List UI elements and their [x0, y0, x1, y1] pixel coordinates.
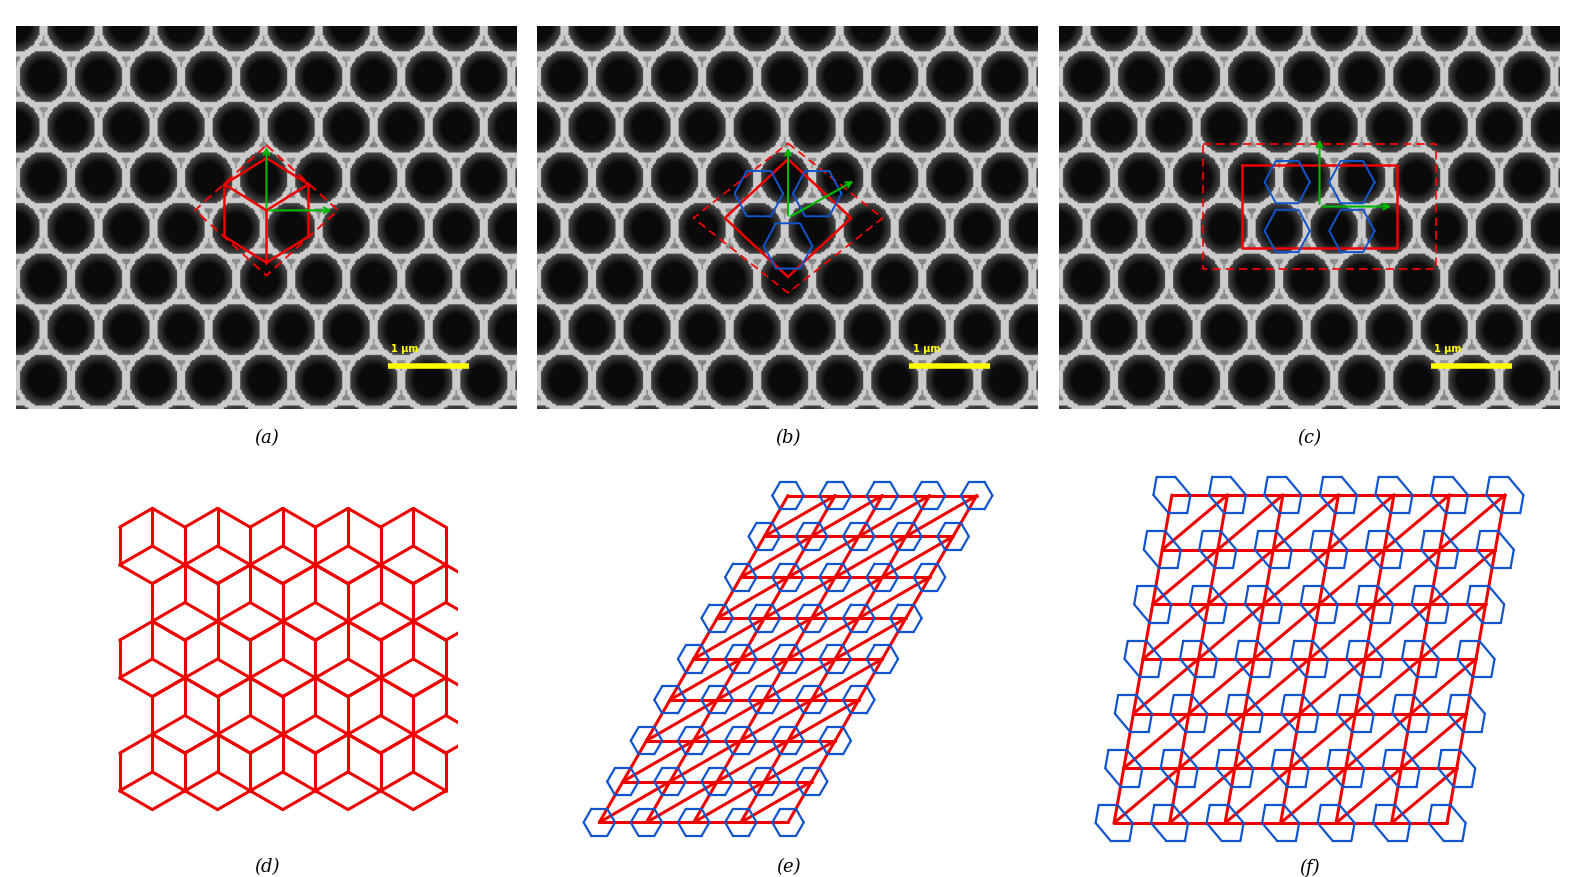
- Text: (e): (e): [775, 859, 801, 876]
- Text: (f): (f): [1299, 859, 1319, 877]
- Text: (d): (d): [254, 859, 279, 876]
- Text: (c): (c): [1297, 429, 1322, 447]
- Text: 1 μm: 1 μm: [391, 345, 418, 354]
- Text: (a): (a): [254, 429, 279, 447]
- Text: 1 μm: 1 μm: [1434, 345, 1461, 354]
- Text: (b): (b): [775, 429, 801, 447]
- Text: 1 μm: 1 μm: [913, 345, 939, 354]
